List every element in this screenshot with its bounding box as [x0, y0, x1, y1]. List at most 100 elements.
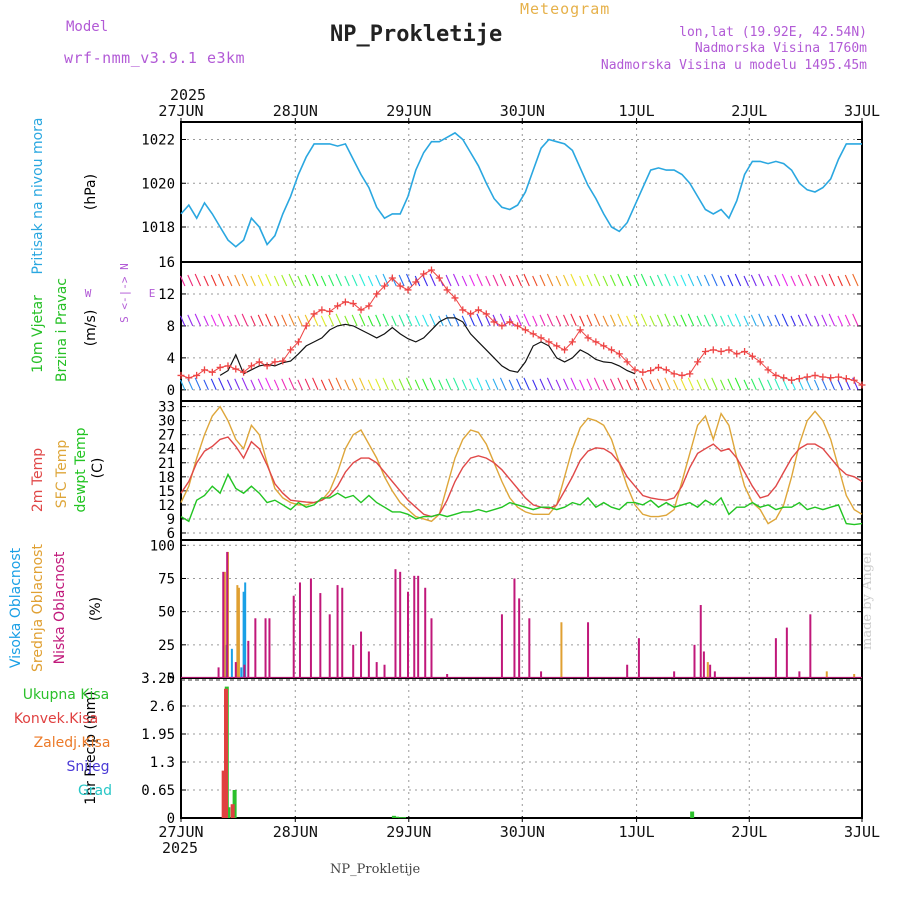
wind-barb — [288, 377, 296, 391]
y-tick-label: 1.3 — [150, 755, 175, 771]
total-precip-bar — [232, 790, 237, 818]
wind-barb — [837, 315, 843, 327]
wind-speed-marker — [545, 338, 553, 346]
wind-barb — [720, 379, 726, 391]
low-cloud-bar — [243, 664, 246, 678]
wind-speed-marker — [357, 306, 365, 314]
low-cloud-bar — [309, 578, 312, 678]
x-label-top: 2JUL — [731, 102, 767, 120]
wind-barb — [429, 313, 436, 327]
wind-speed-marker — [842, 375, 850, 383]
wind-barb — [422, 314, 429, 327]
wind-barb — [273, 275, 280, 287]
wind-barb — [828, 273, 836, 287]
wind-speed-marker — [827, 374, 835, 382]
wind-speed-marker — [584, 334, 592, 342]
wind-barb — [579, 315, 585, 327]
wind-barb — [344, 275, 350, 287]
wind-barb — [234, 378, 241, 391]
wind-barb — [461, 275, 468, 287]
low-cloud-bar — [446, 674, 449, 678]
low-cloud-bar — [254, 618, 257, 678]
wind-barb — [194, 313, 202, 327]
wind-speed-marker — [271, 358, 279, 366]
x-label-top: 30JUN — [500, 102, 545, 120]
wind-speed-marker — [263, 362, 271, 370]
wind-barb — [367, 315, 374, 327]
wind-barb — [837, 379, 843, 391]
low-cloud-bar — [626, 664, 629, 678]
chart-subtitle: Meteogram — [520, 0, 611, 18]
wind-barb — [492, 314, 499, 327]
wind-barb — [664, 377, 671, 391]
low-cloud-bar — [234, 662, 237, 678]
y-tick-label: 33 — [158, 400, 175, 416]
wind-barb — [320, 315, 327, 327]
wind-barb — [563, 274, 569, 287]
wind-barb — [766, 315, 773, 327]
wind-barb — [711, 377, 718, 391]
wind-speed-marker — [443, 286, 451, 294]
wind-label-2: Brzina i Pravac — [54, 278, 70, 382]
wind-speed-marker — [654, 363, 662, 371]
wind-speed-marker — [701, 347, 709, 355]
wind-barb — [743, 275, 750, 287]
wind-barb — [445, 378, 452, 391]
y-tick-label: 50 — [158, 605, 175, 621]
pressure-line — [180, 131, 862, 248]
wind-barb — [586, 378, 593, 391]
wind-barb — [734, 313, 742, 327]
y-tick-label: 2.6 — [150, 699, 175, 715]
low-cloud-bar — [341, 587, 344, 678]
x-label-bottom: 28JUN — [273, 823, 318, 841]
y-tick-label: 24 — [158, 442, 175, 458]
y-tick-label: 0.65 — [141, 783, 175, 799]
wind-barb — [844, 314, 851, 327]
wind-speed-marker — [240, 368, 248, 376]
low-cloud-bar — [328, 614, 331, 678]
wind-barb — [179, 275, 186, 287]
wind-barb — [633, 314, 640, 327]
wind-barb — [523, 313, 530, 327]
wind-barb — [649, 275, 656, 287]
wind-barb — [351, 274, 358, 287]
y-tick-label: 30 — [158, 414, 175, 430]
wind-barb — [532, 275, 538, 287]
wind-speed-marker — [803, 373, 811, 381]
model-name: wrf-nmm_v3.9.1 e3km — [64, 49, 246, 67]
wind-barb — [703, 314, 710, 327]
wind-speed-marker — [709, 346, 717, 354]
low-cloud-bar — [540, 671, 543, 678]
wind-barb — [179, 315, 186, 327]
wind-speed-marker — [294, 338, 302, 346]
high-cloud-label: Visoka Oblacnost — [8, 547, 24, 668]
wind-speed-marker — [396, 282, 404, 290]
panel-frame — [180, 539, 863, 679]
wind-barb — [391, 315, 397, 327]
wind-speed-marker — [232, 365, 240, 373]
wind-speed-marker — [608, 346, 616, 354]
wind-barb — [546, 313, 554, 327]
y-tick-label: 12 — [158, 287, 175, 303]
wind-barb — [351, 314, 358, 327]
wind-barb — [250, 379, 256, 391]
wind-barb — [438, 379, 444, 391]
wind-speed-marker — [255, 358, 263, 366]
low-cloud-label: Niska Oblacnost — [52, 551, 68, 664]
wind-barb — [821, 378, 828, 391]
low-cloud-bar — [319, 593, 322, 678]
y-tick-label: 0 — [167, 671, 175, 687]
wind-barb — [179, 379, 186, 391]
wind-speed-marker — [412, 278, 420, 286]
wind-barb — [813, 379, 820, 391]
panel-frame — [180, 677, 863, 819]
low-cloud-bar — [699, 605, 702, 678]
wind-speed-marker — [850, 376, 858, 384]
wind-barb — [570, 313, 577, 327]
wind-barb — [359, 313, 366, 327]
wind-barb — [203, 379, 209, 391]
wind-barb — [593, 313, 601, 327]
wind-speed-marker — [717, 347, 725, 355]
wind-barb — [781, 313, 789, 327]
wind-barb — [391, 379, 397, 391]
